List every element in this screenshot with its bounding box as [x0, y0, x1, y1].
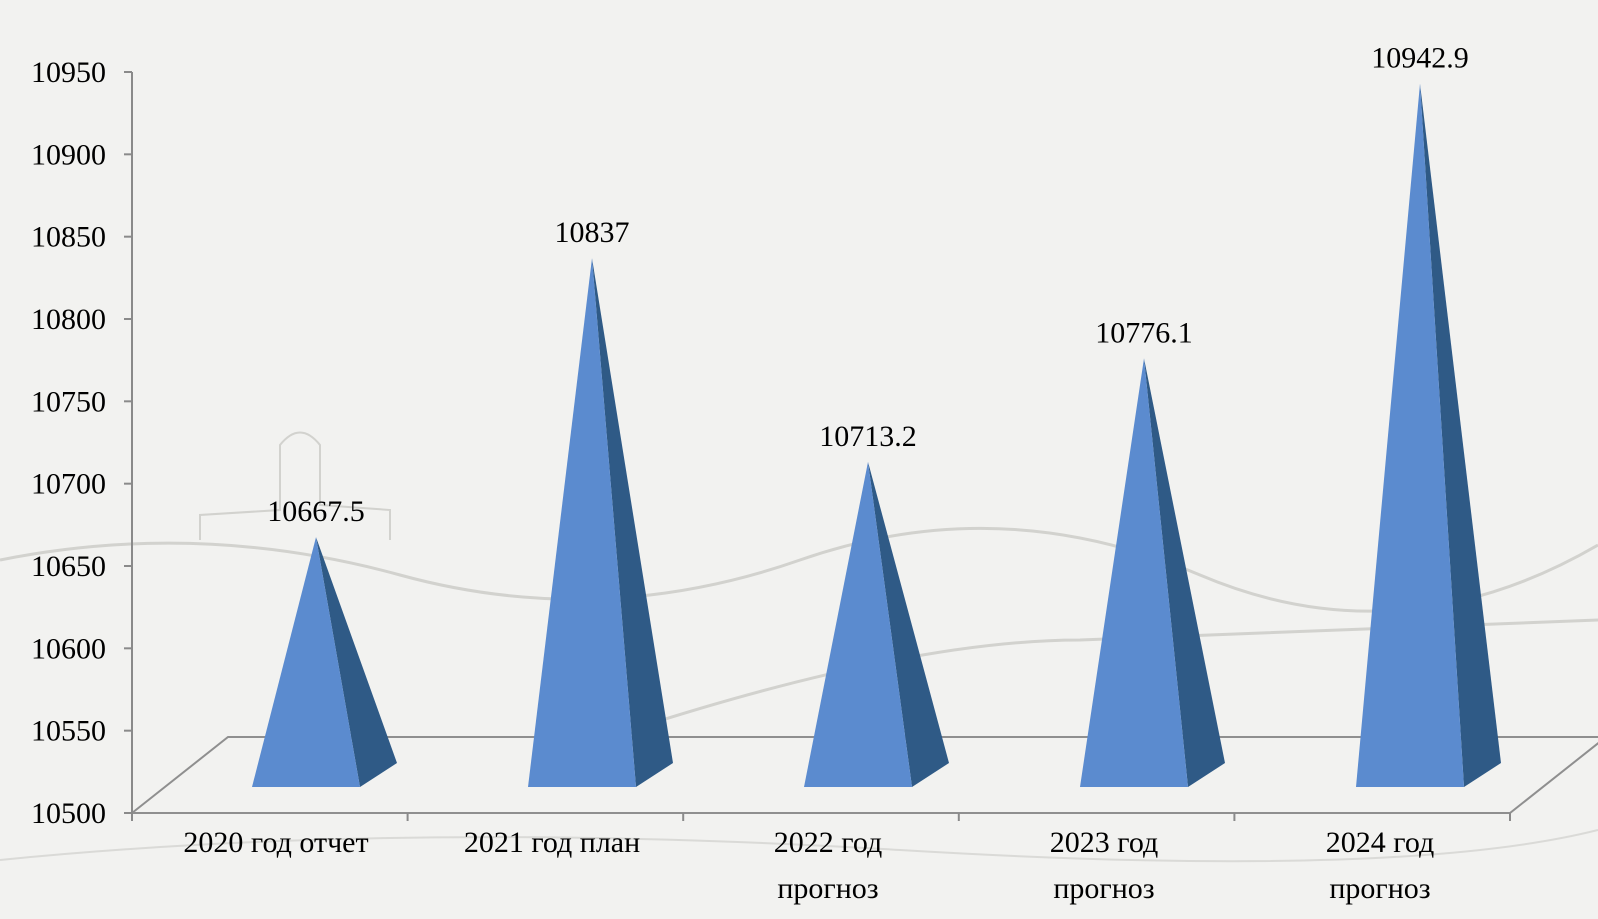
x-category-label-line: 2022 год [774, 826, 882, 859]
x-category-label: 2020 год отчет [183, 826, 368, 859]
pyramid-bar [1356, 83, 1501, 787]
x-category-label-line: 2020 год отчет [183, 826, 368, 859]
pyramid-bar [804, 461, 949, 787]
x-category-label-line: прогноз [1329, 872, 1430, 905]
y-tick-label: 10500 [31, 797, 106, 830]
pyramid-bar [528, 258, 673, 787]
x-category-label: 2022 год прогноз [774, 826, 882, 905]
y-tick-label: 10700 [31, 468, 106, 501]
pyramid-bar [1080, 358, 1225, 787]
y-tick-label: 10850 [31, 221, 106, 254]
y-tick-label: 10600 [31, 632, 106, 665]
x-category-label: 2024 год прогноз [1326, 826, 1434, 905]
pyramid-side-face [868, 461, 949, 787]
sketch-ground [0, 829, 1598, 863]
pyramid-side-face [1144, 358, 1225, 787]
y-tick-label: 10900 [31, 138, 106, 171]
pyramid-side-face [316, 537, 397, 787]
pyramid-side-face [1420, 83, 1501, 787]
x-category-label-line: прогноз [1053, 872, 1154, 905]
pyramid-front-face [252, 537, 360, 787]
y-tick-label: 10800 [31, 303, 106, 336]
x-category-label: 2021 год план [464, 826, 640, 859]
pyramid-front-face [1080, 358, 1188, 787]
y-tick-label: 10950 [31, 56, 106, 89]
bars [252, 83, 1501, 787]
x-category-label-line: прогноз [777, 872, 878, 905]
data-label: 10837 [555, 216, 630, 249]
x-category-label: 2023 год прогноз [1050, 826, 1158, 905]
pyramid-front-face [1356, 83, 1464, 787]
axes [124, 71, 1598, 821]
pyramid-bar [252, 537, 397, 787]
data-label: 10667.5 [267, 495, 365, 528]
data-label: 10713.2 [819, 420, 917, 453]
pyramid-front-face [528, 258, 636, 787]
y-tick-label: 10750 [31, 385, 106, 418]
x-category-label-line: 2023 год [1050, 826, 1158, 859]
sketch-church [199, 431, 391, 540]
x-category-label-line: 2021 год план [464, 826, 640, 859]
pyramid-front-face [804, 461, 912, 787]
y-tick-label: 10650 [31, 550, 106, 583]
labels: 10500 10550 10600 10650 10700 10750 10800 10850… [31, 42, 1469, 905]
data-label: 10942.9 [1371, 42, 1469, 75]
data-label: 10776.1 [1095, 316, 1193, 349]
x-category-label-line: 2024 год [1326, 826, 1434, 859]
y-tick-label: 10550 [31, 715, 106, 748]
pyramid-side-face [592, 258, 673, 787]
sketch-treeline [0, 526, 1598, 613]
chart-floor [129, 736, 1598, 814]
